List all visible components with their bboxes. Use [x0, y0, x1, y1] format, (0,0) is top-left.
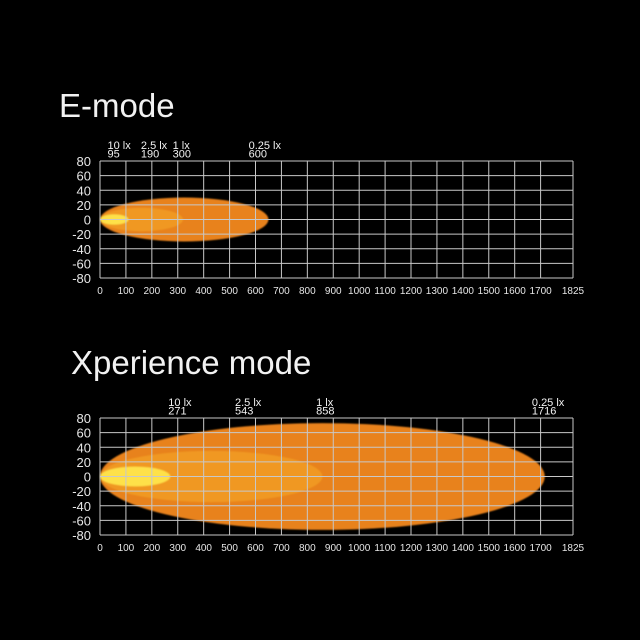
svg-text:-60: -60 [72, 513, 91, 528]
svg-text:1825: 1825 [562, 286, 585, 297]
svg-text:900: 900 [325, 543, 342, 554]
svg-text:600: 600 [247, 286, 264, 297]
svg-text:400: 400 [195, 286, 212, 297]
svg-text:190: 190 [141, 149, 159, 161]
svg-text:1500: 1500 [478, 286, 501, 297]
svg-text:300: 300 [173, 149, 191, 161]
svg-text:20: 20 [77, 455, 91, 470]
svg-text:1000: 1000 [348, 543, 371, 554]
svg-text:271: 271 [168, 406, 186, 418]
svg-text:700: 700 [273, 543, 290, 554]
svg-text:1400: 1400 [452, 543, 475, 554]
svg-text:-20: -20 [72, 484, 91, 499]
svg-text:-40: -40 [72, 242, 91, 257]
svg-text:60: 60 [77, 426, 91, 441]
svg-text:60: 60 [77, 169, 91, 184]
svg-text:858: 858 [316, 406, 334, 418]
svg-text:1500: 1500 [478, 543, 501, 554]
svg-text:1300: 1300 [426, 543, 449, 554]
svg-text:0: 0 [97, 543, 103, 554]
svg-text:80: 80 [77, 154, 91, 169]
svg-text:-60: -60 [72, 256, 91, 271]
svg-text:800: 800 [299, 286, 316, 297]
svg-text:100: 100 [118, 286, 135, 297]
svg-text:300: 300 [169, 286, 186, 297]
svg-text:1200: 1200 [400, 286, 423, 297]
svg-text:100: 100 [118, 543, 135, 554]
svg-text:543: 543 [235, 406, 253, 418]
svg-text:-80: -80 [72, 528, 91, 543]
svg-text:600: 600 [247, 543, 264, 554]
svg-text:0: 0 [97, 286, 103, 297]
svg-text:1400: 1400 [452, 286, 475, 297]
svg-text:1200: 1200 [400, 543, 423, 554]
svg-text:-80: -80 [72, 271, 91, 286]
svg-text:400: 400 [195, 543, 212, 554]
svg-text:1100: 1100 [374, 543, 396, 554]
svg-text:1100: 1100 [374, 286, 396, 297]
svg-text:80: 80 [77, 411, 91, 426]
svg-text:1700: 1700 [529, 286, 552, 297]
svg-text:95: 95 [108, 149, 120, 161]
svg-text:-40: -40 [72, 499, 91, 514]
svg-text:20: 20 [77, 198, 91, 213]
svg-text:1000: 1000 [348, 286, 371, 297]
svg-text:40: 40 [77, 183, 91, 198]
svg-text:1825: 1825 [562, 543, 585, 554]
svg-text:800: 800 [299, 543, 316, 554]
svg-text:1300: 1300 [426, 286, 449, 297]
svg-text:-20: -20 [72, 227, 91, 242]
svg-text:0: 0 [84, 213, 91, 228]
svg-text:1716: 1716 [532, 406, 556, 418]
svg-text:0: 0 [84, 470, 91, 485]
svg-text:700: 700 [273, 286, 290, 297]
svg-text:600: 600 [249, 149, 267, 161]
svg-text:900: 900 [325, 286, 342, 297]
svg-text:1600: 1600 [504, 286, 527, 297]
svg-text:40: 40 [77, 440, 91, 455]
svg-text:1600: 1600 [504, 543, 527, 554]
svg-text:500: 500 [221, 286, 238, 297]
svg-text:1700: 1700 [529, 543, 552, 554]
svg-text:300: 300 [169, 543, 186, 554]
svg-text:200: 200 [143, 543, 160, 554]
svg-text:200: 200 [143, 286, 160, 297]
svg-text:500: 500 [221, 543, 238, 554]
